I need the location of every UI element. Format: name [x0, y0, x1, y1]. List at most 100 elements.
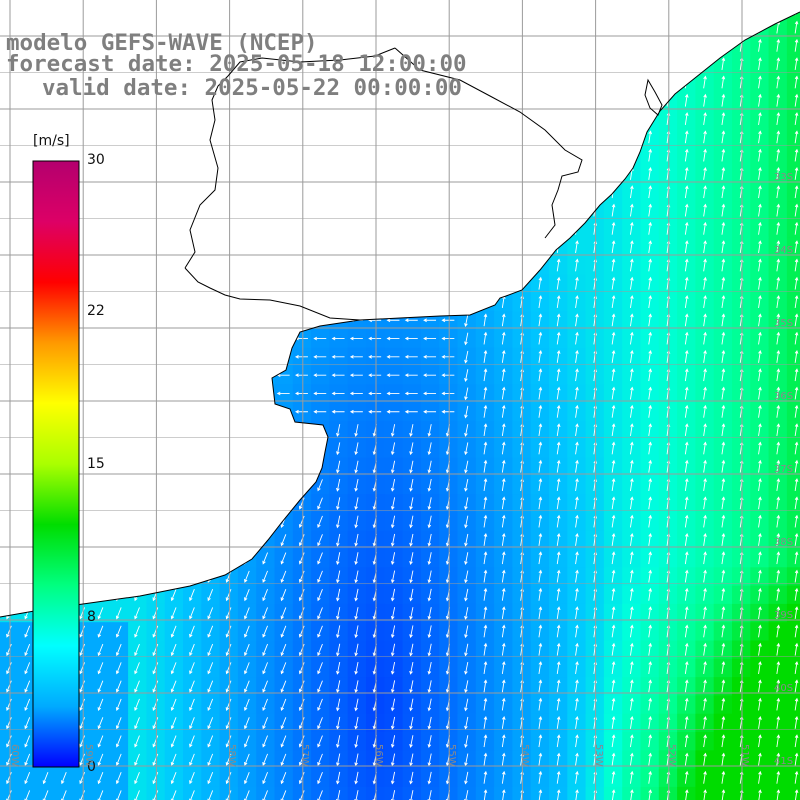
wind-arrow	[501, 606, 506, 620]
wind-arrow	[794, 551, 799, 565]
wind-arrow	[721, 569, 726, 583]
wind-arrow	[703, 203, 707, 217]
wind-arrow	[703, 221, 707, 235]
wind-arrow	[758, 551, 762, 565]
wind-arrow	[721, 258, 726, 272]
wind-arrow	[115, 753, 122, 766]
wind-arrow	[648, 349, 652, 363]
wind-arrow	[684, 770, 689, 784]
wind-speed-cell	[0, 786, 19, 800]
wind-arrow	[262, 552, 268, 565]
wind-arrow	[794, 697, 799, 711]
wind-arrow	[721, 715, 726, 729]
wind-arrow	[390, 698, 396, 712]
wind-arrow	[721, 587, 726, 601]
wind-arrow	[776, 441, 781, 455]
wind-arrow	[703, 423, 707, 437]
wind-arrow	[317, 515, 323, 528]
wind-arrow	[758, 331, 762, 345]
wind-arrow	[611, 532, 616, 546]
wind-arrow	[423, 336, 437, 341]
wind-arrow	[262, 735, 268, 748]
wind-arrow	[794, 789, 799, 800]
wind-arrow	[776, 331, 781, 345]
wind-arrow	[611, 423, 616, 437]
wind-speed-cell	[786, 256, 800, 276]
wind-arrow	[244, 698, 250, 711]
wind-arrow	[354, 497, 359, 511]
wind-arrow	[794, 569, 799, 583]
wind-arrow	[427, 424, 432, 437]
wind-arrow	[409, 533, 414, 547]
wind-arrow	[336, 698, 341, 712]
wind-arrow	[794, 185, 799, 199]
wind-arrow	[556, 459, 561, 473]
wind-arrow	[404, 391, 418, 396]
wind-arrow	[575, 661, 579, 674]
wind-arrow	[501, 441, 506, 455]
wind-speed-cell	[786, 146, 800, 166]
wind-arrow	[464, 515, 469, 529]
wind-arrow	[115, 772, 122, 785]
wind-arrow	[115, 735, 122, 748]
wind-speed-cell	[237, 786, 257, 800]
wind-arrow	[207, 735, 214, 748]
wind-arrow	[758, 423, 762, 437]
wind-arrow	[794, 349, 799, 363]
wind-arrow	[483, 441, 488, 455]
wind-arrow	[794, 112, 799, 125]
wind-arrow	[134, 607, 140, 620]
wind-arrow	[703, 551, 707, 565]
wind-arrow	[794, 514, 799, 528]
wind-arrow	[684, 587, 689, 601]
wind-arrow	[501, 789, 506, 800]
wind-arrow	[575, 349, 579, 363]
wind-arrow	[97, 735, 104, 748]
wind-arrow	[648, 532, 652, 546]
wind-arrow	[776, 496, 781, 510]
lon-label: 60W	[9, 744, 20, 767]
wind-arrow	[776, 166, 781, 180]
wind-arrow	[794, 587, 799, 601]
wind-arrow	[758, 221, 762, 235]
wind-arrow	[262, 680, 268, 693]
wind-arrow	[776, 112, 781, 125]
wind-arrow	[648, 276, 652, 290]
wind-arrow	[317, 497, 323, 510]
wind-arrow	[134, 680, 140, 693]
wind-arrow	[794, 148, 799, 162]
wind-arrow	[115, 717, 122, 730]
wind-arrow	[295, 409, 308, 414]
wind-arrow	[630, 789, 634, 800]
lat-label: 36S	[774, 391, 794, 402]
wind-arrow	[703, 532, 707, 546]
wind-speed-cell	[786, 54, 800, 74]
wind-arrow	[758, 258, 762, 272]
wind-arrow	[611, 606, 616, 620]
wind-arrow	[427, 497, 432, 511]
wind-arrow	[225, 698, 232, 711]
wind-arrow	[6, 717, 12, 730]
wind-arrow	[427, 661, 432, 675]
wind-arrow	[368, 355, 382, 359]
wind-arrow	[556, 313, 561, 327]
wind-arrow	[409, 771, 414, 785]
wind-arrow	[390, 661, 396, 675]
wind-arrow	[390, 716, 396, 730]
wind-arrow	[409, 643, 414, 657]
wind-arrow	[684, 459, 689, 473]
wind-arrow	[483, 587, 488, 601]
wind-arrow	[556, 569, 561, 583]
wind-arrow	[464, 588, 469, 602]
wind-arrow	[225, 570, 232, 583]
wind-arrow	[703, 112, 707, 125]
wind-arrow	[703, 661, 707, 674]
wind-arrow	[354, 661, 359, 675]
wind-arrow	[464, 497, 469, 511]
colorbar-unit: [m/s]	[33, 133, 70, 149]
wind-arrow	[794, 478, 799, 491]
wind-arrow	[349, 355, 363, 359]
wind-arrow	[611, 770, 616, 784]
wind-arrow	[794, 166, 799, 180]
